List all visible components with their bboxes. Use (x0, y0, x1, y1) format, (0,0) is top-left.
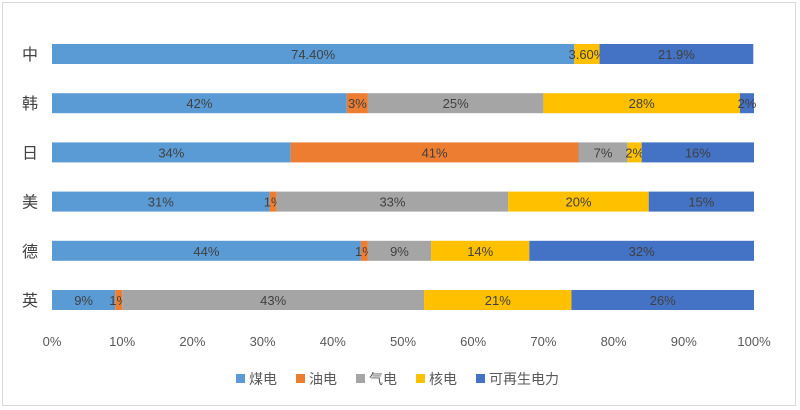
category-label: 日 (22, 143, 38, 162)
bar-segment (739, 93, 754, 114)
bar-segment (269, 191, 277, 212)
bar-segment (115, 290, 123, 310)
legend-label: 气电 (369, 372, 397, 388)
bar-segment (367, 240, 432, 261)
data-label: 3% (348, 96, 367, 111)
data-label: 25% (443, 96, 469, 111)
legend-swatch (236, 374, 245, 383)
x-tick-label: 60% (460, 334, 486, 349)
bar-segment (360, 240, 368, 261)
data-label: 20% (565, 195, 591, 210)
data-label: 43% (260, 293, 286, 308)
legend-label: 可再生电力 (489, 372, 559, 388)
bar-segment (648, 191, 754, 212)
bar-segment (424, 290, 572, 310)
bar-segment (574, 44, 600, 64)
bar-segment (52, 93, 347, 114)
data-label: 16% (685, 145, 711, 160)
data-label: 41% (422, 145, 448, 160)
x-tick-label: 0% (43, 334, 62, 349)
bar-segment (52, 240, 361, 261)
legend-label: 油电 (309, 372, 337, 388)
data-label: 74.40% (291, 47, 336, 62)
bar-segment (543, 93, 740, 114)
data-label: 34% (158, 145, 184, 160)
category-label: 中 (22, 45, 38, 64)
category-label: 英 (22, 291, 38, 310)
data-label: 44% (193, 244, 219, 259)
category-label: 韩 (22, 94, 38, 113)
x-tick-label: 10% (109, 334, 135, 349)
x-tick-label: 30% (250, 334, 276, 349)
legend-label: 煤电 (249, 372, 277, 388)
x-tick-label: 70% (530, 334, 556, 349)
bar-segment (276, 191, 509, 212)
bar-segment (431, 240, 530, 261)
bar-segment (52, 191, 270, 212)
bar-segment (52, 142, 291, 163)
bar-segment (122, 290, 425, 310)
bar-segment (508, 191, 649, 212)
data-label: 9% (74, 293, 93, 308)
x-tick-label: 80% (601, 334, 627, 349)
bar-segment (641, 142, 754, 163)
x-tick-label: 20% (179, 334, 205, 349)
bar-segment (599, 44, 754, 64)
bar-segment (627, 142, 642, 163)
x-tick-label: 100% (737, 334, 771, 349)
bar-segment (52, 44, 575, 64)
legend-swatch (476, 374, 485, 383)
data-label: 14% (467, 244, 493, 259)
x-tick-label: 50% (390, 334, 416, 349)
bar-segment (578, 142, 628, 163)
data-label: 3.60% (568, 47, 605, 62)
bar-segment (571, 290, 754, 310)
bar-segment (346, 93, 368, 114)
data-label: 9% (390, 244, 409, 259)
legend-swatch (356, 374, 365, 383)
legend-label: 核电 (429, 372, 457, 388)
bar-segment (367, 93, 544, 114)
data-label: 26% (650, 293, 676, 308)
x-tick-label: 40% (320, 334, 346, 349)
data-label: 2% (625, 145, 644, 160)
bar-segment (529, 240, 754, 261)
data-label: 33% (379, 195, 405, 210)
bar-segment (52, 290, 116, 310)
data-label: 28% (629, 96, 655, 111)
legend-swatch (296, 374, 305, 383)
data-label: 21.9% (658, 47, 695, 62)
data-label: 42% (186, 96, 212, 111)
category-label: 德 (22, 242, 38, 261)
data-label: 15% (688, 195, 714, 210)
data-label: 32% (629, 244, 655, 259)
data-label: 21% (485, 293, 511, 308)
data-label: 31% (148, 195, 174, 210)
x-tick-label: 90% (671, 334, 697, 349)
data-label: 2% (738, 96, 757, 111)
data-label: 7% (594, 145, 613, 160)
bar-segment (290, 142, 579, 163)
category-label: 美 (22, 193, 38, 212)
legend-swatch (416, 374, 425, 383)
